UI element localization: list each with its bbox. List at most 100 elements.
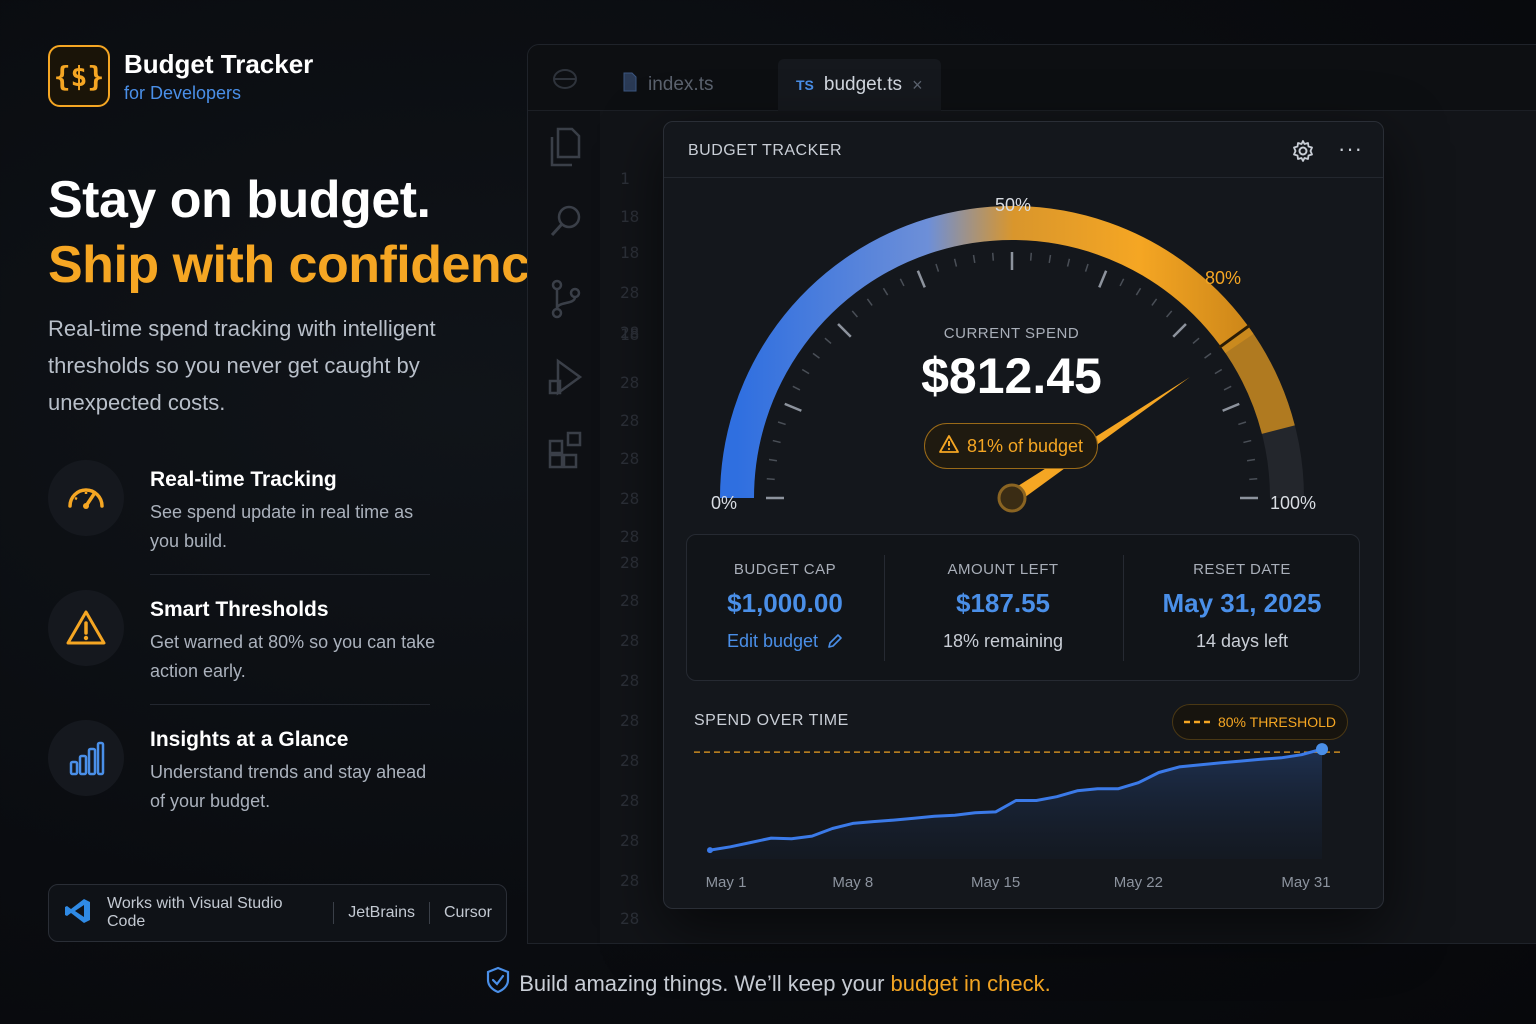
gauge-tick [1165, 310, 1173, 318]
vscode-icon [63, 896, 93, 931]
gauge-tick [1029, 252, 1033, 261]
gauge-tick [851, 310, 859, 318]
pencil-icon[interactable] [823, 631, 843, 651]
line-number: 28 [620, 489, 640, 508]
brand-logo-icon: {$} [48, 45, 110, 107]
line-number: 18 [620, 243, 640, 262]
search-icon[interactable] [548, 203, 584, 244]
x-tick-label: May 22 [1113, 874, 1163, 891]
spend-over-time-chart [694, 743, 1344, 859]
budget-stats-card: BUDGET CAP $1,000.00 Edit budget AMOUNT … [686, 534, 1360, 681]
gauge-tick [1066, 258, 1071, 267]
separator [333, 902, 335, 924]
line-number: 28 [620, 791, 640, 810]
stat-label: BUDGET CAP [733, 561, 837, 578]
gauge-label-0: 0% [711, 493, 738, 513]
x-tick-label: May 8 [832, 874, 874, 891]
x-tick-label: May 31 [1281, 874, 1331, 891]
gauge-tick [801, 368, 810, 375]
tab-index-ts[interactable]: index.ts [604, 59, 731, 111]
spend-area [710, 749, 1322, 859]
stat-value: $187.55 [956, 588, 1050, 618]
editor-logo-icon [552, 67, 578, 96]
gauge-tick [837, 323, 852, 338]
run-debug-icon[interactable] [548, 357, 584, 402]
badge-text: 81% of budget [966, 435, 1084, 456]
edit-budget-link[interactable]: Edit budget [687, 631, 883, 652]
gauge-tick [1243, 439, 1252, 444]
warning-triangle-icon [48, 590, 124, 666]
divider [1123, 555, 1124, 661]
stat-sub: 14 days left [1195, 631, 1289, 651]
feature-description: Understand trends and stay ahead of your… [150, 762, 427, 811]
x-tick-label: May 15 [970, 874, 1021, 891]
works-with-jetbrains: JetBrains [348, 904, 415, 921]
stat-amount-left: AMOUNT LEFT $187.55 18% remaining [885, 535, 1121, 682]
gear-icon[interactable] [1291, 139, 1315, 168]
typescript-badge: TS [796, 77, 814, 93]
gauge-tick [1222, 402, 1240, 412]
tab-label: index.ts [648, 74, 714, 95]
gauge-needle-hub [997, 483, 1027, 513]
gauge-tick [972, 254, 976, 264]
line-number: 28 [620, 373, 640, 392]
stat-value: May 31, 2025 [1162, 588, 1322, 618]
line-number: 1 [620, 169, 630, 188]
spend-over-time-title: SPEND OVER TIME [694, 712, 849, 729]
line-number: 28 [620, 711, 640, 730]
activity-bar [528, 111, 600, 943]
works-with-bar: Works with Visual Studio Code JetBrains … [48, 884, 507, 942]
hero-headline-accent: Ship with confidence. [48, 236, 572, 294]
gauge-tick [766, 477, 775, 481]
stat-budget-cap: BUDGET CAP $1,000.00 Edit budget [687, 535, 883, 682]
feature-realtime-tracking: Real-time Tracking See spend update in r… [48, 460, 440, 556]
line-number: 28 [620, 631, 640, 650]
line-number: 28 [620, 831, 640, 850]
gauge-tick [991, 252, 995, 261]
divider [150, 574, 430, 575]
gauge-needle [1008, 377, 1190, 504]
budget-tracker-panel: BUDGET TRACKER ··· 50% 80% 0% 100% CURRE… [663, 121, 1384, 909]
more-options-icon[interactable]: ··· [1338, 136, 1363, 161]
stat-label: AMOUNT LEFT [947, 561, 1059, 578]
hero-description: Real-time spend tracking with intelligen… [48, 316, 436, 415]
source-control-icon[interactable] [548, 279, 584, 324]
divider [150, 704, 430, 705]
threshold-legend: 80% THRESHOLD [1172, 704, 1348, 740]
warning-icon [939, 434, 959, 458]
current-spend-value: $812.45 [921, 348, 1102, 404]
bar-chart-icon [48, 720, 124, 796]
panel-title: BUDGET TRACKER [688, 142, 842, 159]
gauge-tick [1214, 368, 1223, 375]
gauge-tick [1084, 263, 1089, 272]
gauge-tick [953, 258, 958, 267]
gauge-80-marker [1218, 323, 1251, 349]
gauge-tick [1223, 385, 1232, 391]
line-number: 28 [620, 411, 640, 430]
gauge-tick [899, 278, 905, 287]
gauge-label-50: 50% [995, 195, 1032, 215]
hero-headline: Stay on budget. [48, 171, 431, 229]
works-with-cursor: Cursor [443, 904, 492, 921]
gauge-tick [1172, 323, 1187, 338]
gauge-tick [1249, 477, 1258, 481]
gauge-label-80: 80% [1205, 268, 1242, 288]
tab-budget-ts[interactable]: TS budget.ts × [778, 59, 941, 111]
line-number: 18 [620, 207, 640, 226]
brand-title: Budget Tracker [124, 48, 314, 79]
feature-description: See spend update in real time as you bui… [150, 502, 414, 551]
close-icon[interactable]: × [912, 74, 923, 95]
edit-budget-label[interactable]: Edit budget [726, 631, 819, 651]
footer-tagline: Build amazing things. We’ll keep your bu… [0, 966, 1536, 1000]
line-number: 28 [620, 527, 640, 546]
explorer-files-icon[interactable] [548, 127, 582, 172]
line-number: 28 [620, 909, 640, 928]
divider [884, 555, 885, 661]
gauge-tick [792, 385, 801, 391]
extensions-icon[interactable] [548, 429, 584, 474]
stat-label: RESET DATE [1193, 561, 1291, 578]
gauge-tick [1204, 352, 1212, 359]
feature-smart-thresholds: Smart Thresholds Get warned at 80% so yo… [48, 590, 440, 686]
gauge-tick [772, 439, 781, 444]
gauge-tick [768, 458, 778, 462]
